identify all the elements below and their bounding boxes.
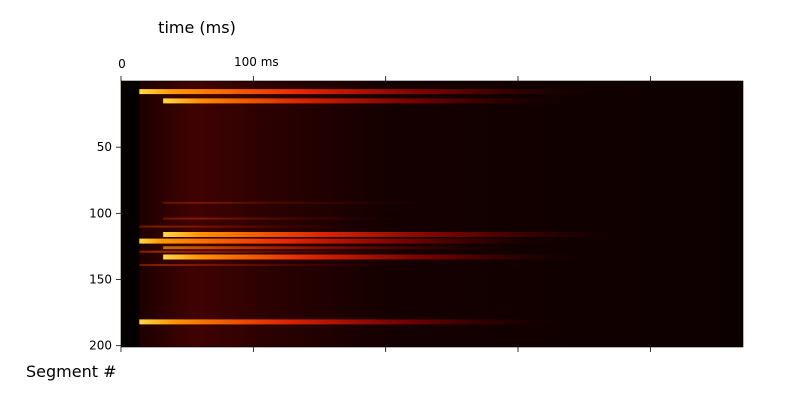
x-axis-title: time (ms): [158, 18, 236, 37]
heatmap-band: [121, 201, 743, 204]
y-axis-title: Segment #: [26, 362, 117, 381]
x-tick-label: 100 ms: [234, 55, 279, 69]
heatmap-band: [121, 232, 743, 237]
heatmap-band: [121, 246, 743, 250]
y-tick-label: 100: [89, 206, 112, 220]
heatmap-band: [121, 254, 743, 260]
heatmap-band: [121, 264, 743, 266]
heatmap-band: [121, 89, 743, 95]
heatmap-band: [121, 319, 743, 325]
x-tick-label: 0: [118, 57, 126, 71]
y-tick-label: 150: [89, 273, 112, 287]
heatmap-band: [121, 217, 743, 220]
heatmap-band: [121, 225, 743, 228]
y-tick-label: 50: [97, 140, 112, 154]
y-tick-label: 200: [89, 339, 112, 353]
heatmap-band: [121, 238, 743, 244]
heatmap-band: [121, 98, 743, 104]
x-axis: 0 100 ms: [118, 55, 651, 352]
heatmap-background: [121, 81, 743, 347]
y-axis: 50 100 150 200: [89, 140, 121, 353]
heatmap-band: [121, 250, 743, 253]
plot-frame: [120, 80, 744, 348]
plot-area: [120, 80, 744, 348]
